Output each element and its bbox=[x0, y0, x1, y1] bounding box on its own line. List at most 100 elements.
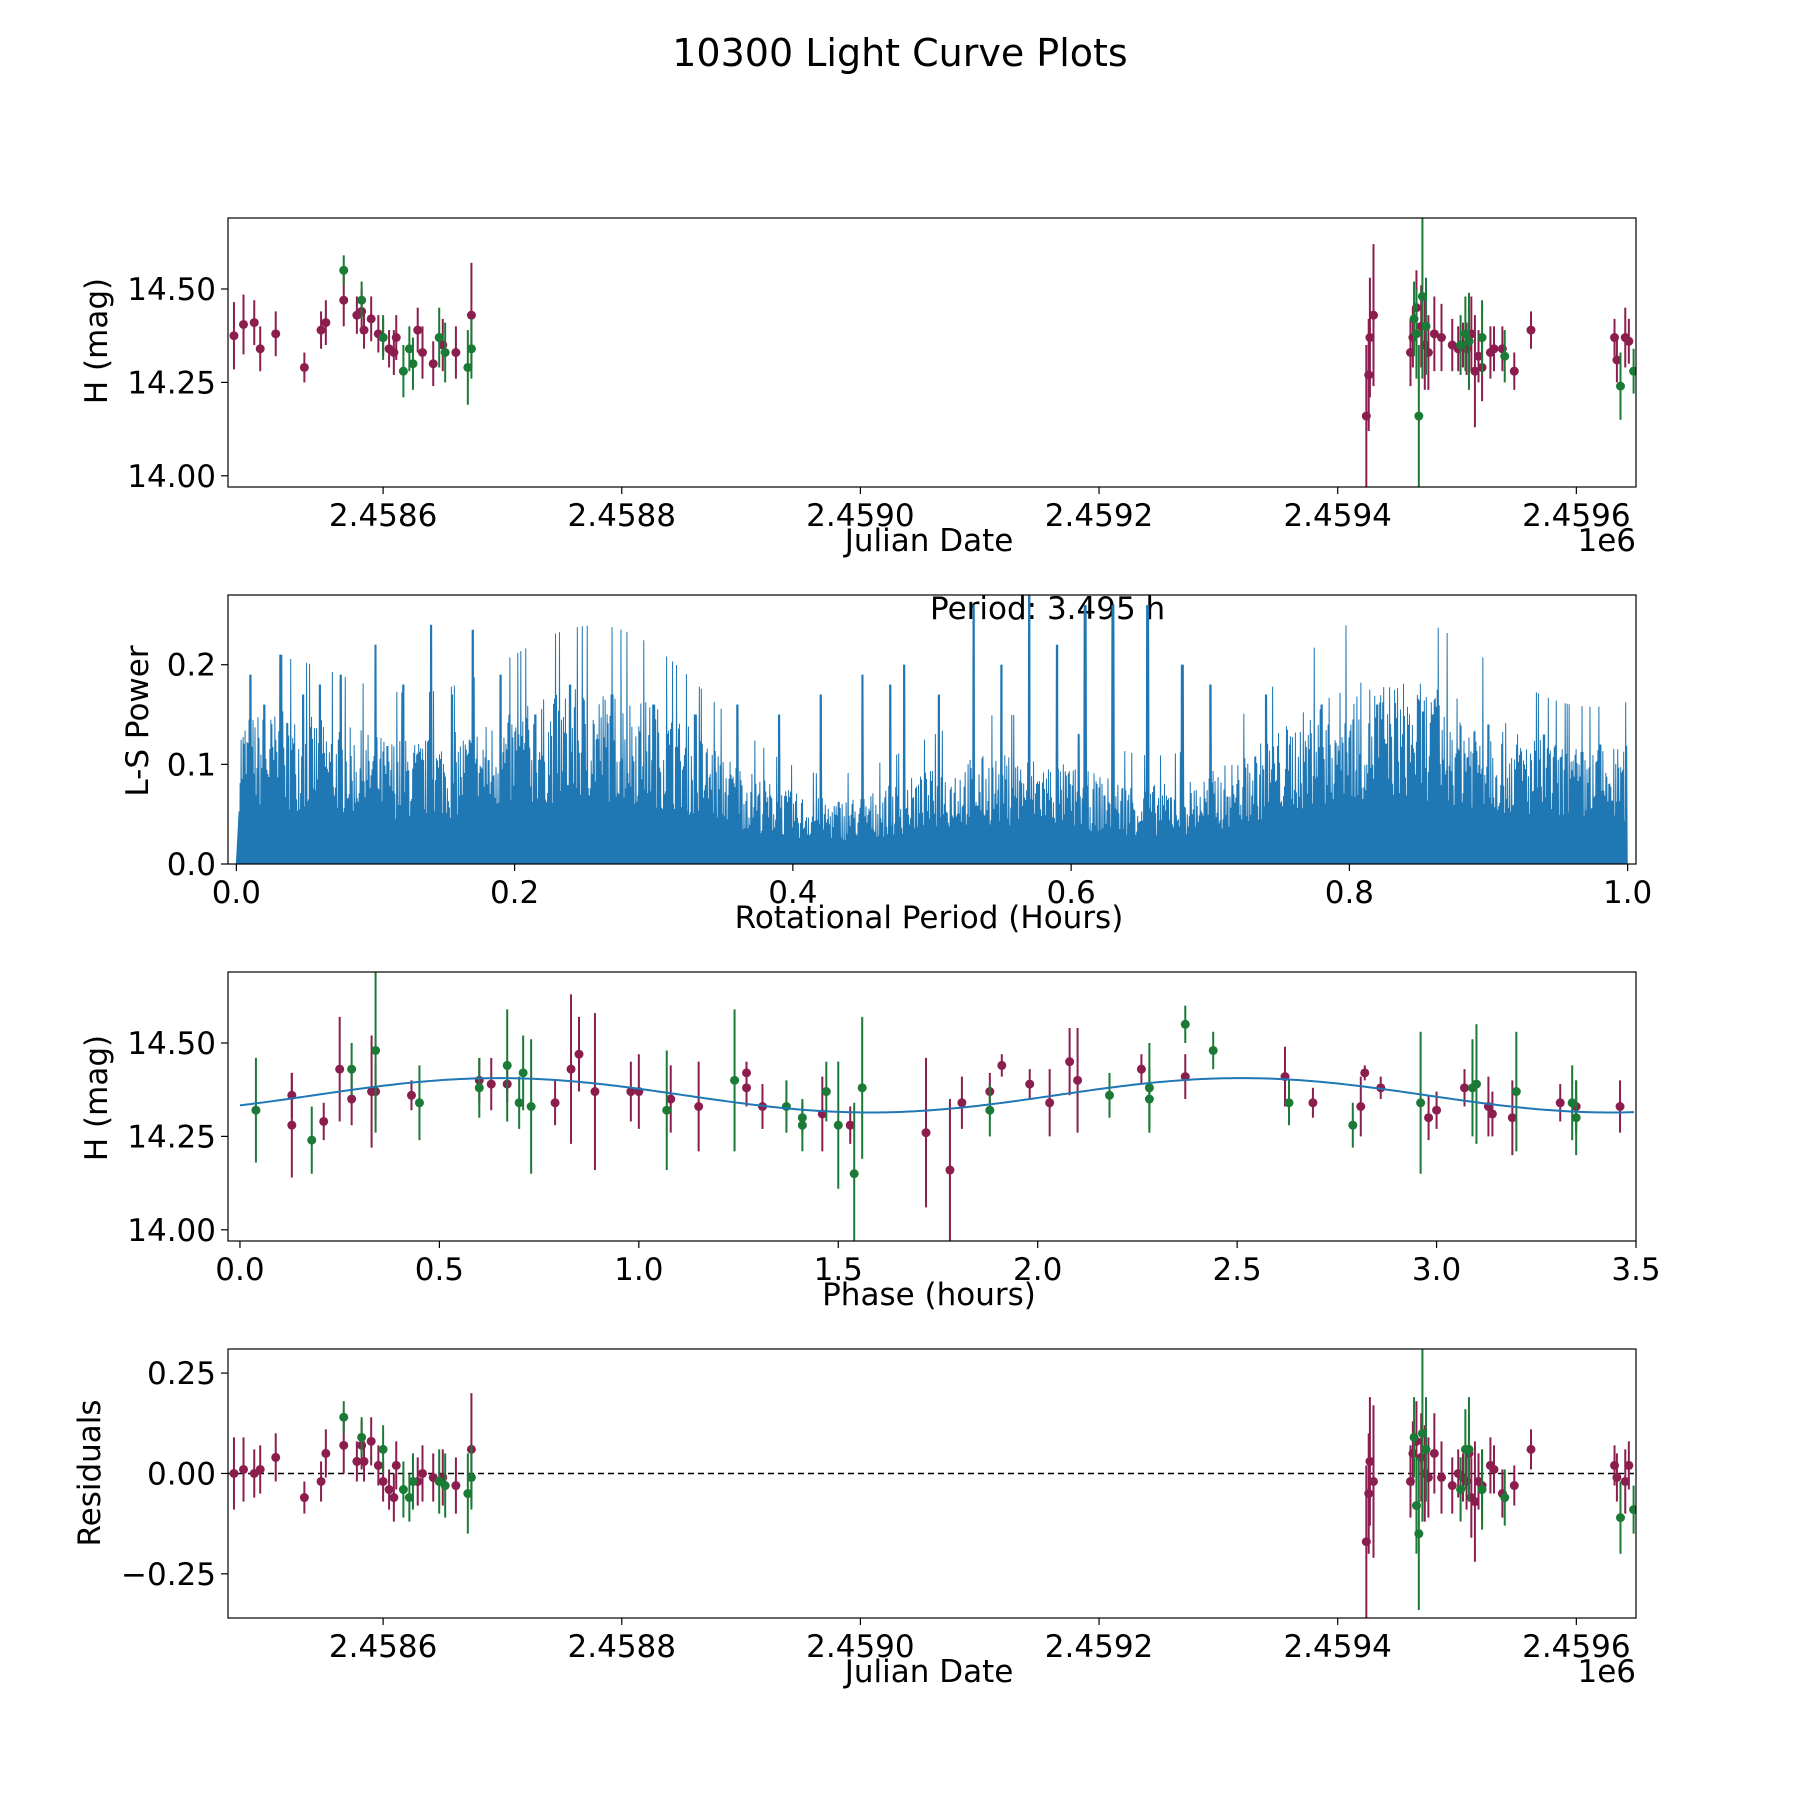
phased-point bbox=[514, 1098, 524, 1108]
phased-point bbox=[1471, 1079, 1481, 1089]
residuals-point bbox=[255, 1464, 265, 1474]
lightcurve-point bbox=[440, 348, 450, 357]
lightcurve-xlabel: Julian Date bbox=[843, 523, 1014, 559]
residuals-point bbox=[1615, 1513, 1625, 1523]
phased-point bbox=[1571, 1113, 1581, 1123]
phased-point bbox=[1284, 1098, 1294, 1108]
lightcurve-point bbox=[1414, 411, 1424, 421]
lightcurve-point bbox=[316, 325, 326, 335]
residuals-point bbox=[466, 1472, 476, 1482]
residuals-point bbox=[339, 1440, 349, 1450]
residuals-xtick-label: 2.4596 bbox=[1522, 1629, 1630, 1665]
residuals-point bbox=[1365, 1456, 1375, 1466]
lightcurve-point bbox=[417, 348, 427, 357]
periodogram-xtick-label: 0.0 bbox=[212, 875, 261, 911]
lightcurve-point bbox=[428, 359, 438, 369]
residuals-point bbox=[1489, 1464, 1499, 1474]
phased-point bbox=[1025, 1079, 1035, 1089]
phased-fit-curve bbox=[239, 1077, 1635, 1114]
lightcurve-point bbox=[359, 325, 369, 335]
lightcurve-point bbox=[1509, 366, 1519, 376]
phased-point bbox=[1136, 1064, 1146, 1074]
phased-xtick-label: 2.0 bbox=[1013, 1252, 1062, 1288]
lightcurve-point bbox=[239, 319, 249, 329]
phased-point bbox=[1507, 1113, 1517, 1123]
phased-point bbox=[474, 1083, 484, 1093]
phased-xtick-label: 0.5 bbox=[415, 1252, 464, 1288]
phased-point bbox=[1065, 1057, 1075, 1067]
phased-point bbox=[1511, 1087, 1521, 1097]
residuals-point bbox=[1368, 1476, 1378, 1486]
phased-point bbox=[502, 1060, 512, 1070]
phased-point bbox=[997, 1060, 1007, 1070]
phased-point bbox=[797, 1120, 807, 1130]
lightcurve-point bbox=[366, 314, 376, 324]
lightcurve-point bbox=[1368, 310, 1378, 320]
phased-xtick-label: 0.0 bbox=[215, 1252, 264, 1288]
phased-point bbox=[945, 1165, 955, 1175]
residuals-xtick-label: 2.4588 bbox=[568, 1629, 676, 1665]
phased-point bbox=[1180, 1019, 1190, 1029]
phased-point bbox=[781, 1102, 791, 1111]
lightcurve-ytick-label: 14.50 bbox=[127, 272, 216, 308]
residuals-ylabel: Residuals bbox=[72, 1399, 108, 1546]
periodogram-xtick-label: 0.4 bbox=[768, 875, 817, 911]
phased-point bbox=[1144, 1094, 1154, 1104]
residuals-point bbox=[408, 1476, 418, 1486]
lightcurve-ytick-label: 14.25 bbox=[127, 365, 216, 401]
lightcurve-point bbox=[1365, 333, 1375, 343]
phased-xtick-label: 3.5 bbox=[1611, 1252, 1660, 1288]
residuals-point bbox=[1477, 1485, 1487, 1495]
figure-title: 10300 Light Curve Plots bbox=[672, 31, 1127, 75]
phased-point bbox=[486, 1079, 496, 1089]
lightcurve-xtick-label: 2.4596 bbox=[1522, 498, 1630, 534]
phased-point bbox=[1045, 1098, 1055, 1108]
residuals-point bbox=[1408, 1448, 1418, 1458]
phased-point bbox=[406, 1090, 416, 1100]
phased-point bbox=[518, 1068, 528, 1078]
phased-xtick-label: 1.0 bbox=[614, 1252, 663, 1288]
lightcurve-ylabel: H (mag) bbox=[79, 278, 115, 404]
phased-ytick-label: 14.25 bbox=[127, 1119, 216, 1155]
residuals-point bbox=[1429, 1448, 1439, 1458]
residuals-ytick-label: −0.25 bbox=[121, 1557, 216, 1593]
lightcurve-point bbox=[1473, 351, 1483, 361]
residuals-xtick-label: 2.4594 bbox=[1283, 1629, 1391, 1665]
lightcurve-point bbox=[463, 362, 473, 372]
residuals-point bbox=[451, 1481, 461, 1491]
lightcurve-point bbox=[391, 333, 401, 343]
residuals-xtick-label: 2.4592 bbox=[1045, 1629, 1153, 1665]
residuals-point bbox=[1364, 1489, 1374, 1499]
phased-point bbox=[251, 1105, 261, 1115]
residuals-point bbox=[339, 1412, 349, 1422]
lightcurve-point bbox=[271, 329, 281, 339]
panel-phased: Phase (hours) H (mag) 0.0 0.5 1.0 1.5 2.0 2.5… bbox=[79, 971, 1661, 1313]
lightcurve-point bbox=[339, 295, 349, 305]
lightcurve-point bbox=[1411, 329, 1421, 339]
residuals-point bbox=[440, 1481, 450, 1491]
phased-point bbox=[1073, 1075, 1083, 1085]
residuals-point bbox=[463, 1489, 473, 1499]
lightcurve-point bbox=[321, 318, 331, 328]
periodogram-line bbox=[235, 595, 1628, 864]
phased-point bbox=[1208, 1045, 1218, 1055]
lightcurve-point bbox=[1477, 333, 1487, 343]
residuals-point bbox=[239, 1464, 249, 1474]
residuals-point bbox=[1624, 1460, 1634, 1470]
phased-point bbox=[371, 1045, 381, 1055]
residuals-point bbox=[1417, 1428, 1427, 1438]
phased-point bbox=[566, 1064, 576, 1074]
lightcurve-point bbox=[249, 318, 259, 328]
phased-point bbox=[1308, 1098, 1318, 1108]
residuals-point bbox=[1421, 1444, 1431, 1454]
residuals-points bbox=[229, 1349, 1636, 1618]
residuals-point bbox=[321, 1448, 331, 1458]
residuals-point bbox=[1447, 1481, 1457, 1491]
phased-point bbox=[1348, 1120, 1358, 1130]
phased-point bbox=[347, 1064, 357, 1074]
lightcurve-point bbox=[1615, 381, 1625, 391]
lightcurve-point bbox=[1429, 329, 1439, 339]
periodogram-ytick-label: 0.2 bbox=[167, 648, 216, 684]
residuals-offset-label: 1e6 bbox=[1577, 1654, 1636, 1690]
phased-point bbox=[319, 1116, 329, 1126]
